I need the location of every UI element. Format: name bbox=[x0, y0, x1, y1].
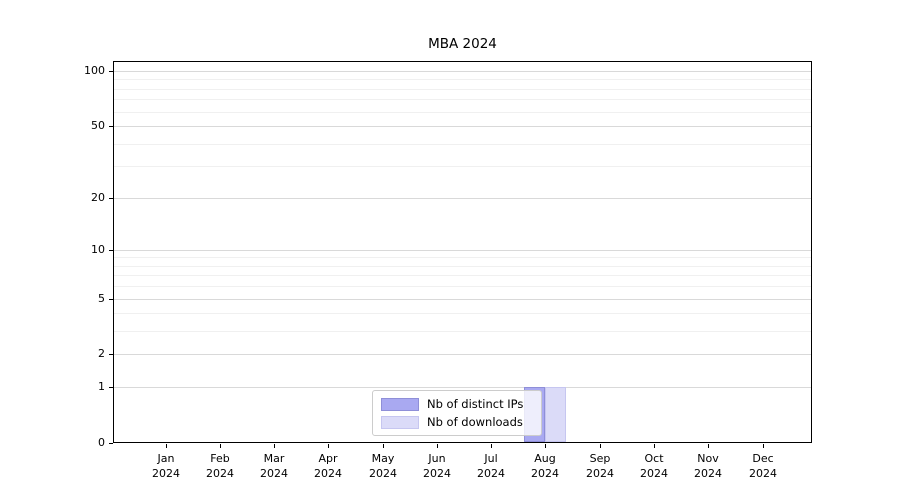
gridline-major bbox=[114, 71, 811, 72]
x-tick-mark bbox=[220, 444, 221, 448]
gridline-major bbox=[114, 299, 811, 300]
gridline-major bbox=[114, 126, 811, 127]
x-tick-label: Aug 2024 bbox=[531, 452, 559, 480]
gridline-minor bbox=[114, 99, 811, 100]
gridline-minor bbox=[114, 79, 811, 80]
y-tick-mark bbox=[109, 250, 113, 251]
x-tick-mark bbox=[763, 444, 764, 448]
gridline-major bbox=[114, 354, 811, 355]
gridline-minor bbox=[114, 275, 811, 276]
y-tick-mark bbox=[109, 71, 113, 72]
y-tick-mark bbox=[109, 354, 113, 355]
gridline-minor bbox=[114, 89, 811, 90]
legend-label: Nb of distinct IPs bbox=[427, 397, 524, 411]
x-tick-label: May 2024 bbox=[369, 452, 397, 480]
gridline-minor bbox=[114, 144, 811, 145]
x-tick-label: Feb 2024 bbox=[206, 452, 234, 480]
y-tick-label: 100 bbox=[84, 64, 105, 77]
y-tick-label: 0 bbox=[98, 436, 105, 449]
gridline-minor bbox=[114, 166, 811, 167]
y-tick-label: 10 bbox=[91, 243, 105, 256]
plot-frame bbox=[113, 61, 812, 443]
x-tick-label: Nov 2024 bbox=[694, 452, 722, 480]
x-tick-label: Mar 2024 bbox=[260, 452, 288, 480]
x-tick-label: Apr 2024 bbox=[314, 452, 342, 480]
y-tick-label: 5 bbox=[98, 292, 105, 305]
legend-entry: Nb of distinct IPs bbox=[381, 397, 533, 411]
x-tick-label: Sep 2024 bbox=[586, 452, 614, 480]
y-tick-mark bbox=[109, 443, 113, 444]
gridline-major bbox=[114, 198, 811, 199]
y-tick-mark bbox=[109, 299, 113, 300]
gridline-minor bbox=[114, 331, 811, 332]
y-tick-mark bbox=[109, 198, 113, 199]
x-tick-label: Dec 2024 bbox=[749, 452, 777, 480]
gridline-minor bbox=[114, 112, 811, 113]
legend: Nb of distinct IPs Nb of downloads bbox=[372, 390, 542, 436]
gridline-minor bbox=[114, 266, 811, 267]
gridline-minor bbox=[114, 313, 811, 314]
x-tick-label: Jun 2024 bbox=[423, 452, 451, 480]
y-tick-label: 20 bbox=[91, 191, 105, 204]
x-tick-mark bbox=[708, 444, 709, 448]
x-tick-mark bbox=[545, 444, 546, 448]
x-tick-label: Oct 2024 bbox=[640, 452, 668, 480]
y-tick-mark bbox=[109, 387, 113, 388]
x-tick-mark bbox=[166, 444, 167, 448]
x-tick-mark bbox=[274, 444, 275, 448]
legend-entry: Nb of downloads bbox=[381, 415, 533, 429]
gridline-minor bbox=[114, 257, 811, 258]
y-tick-label: 50 bbox=[91, 119, 105, 132]
y-tick-mark bbox=[109, 126, 113, 127]
chart-title: MBA 2024 bbox=[428, 36, 497, 52]
x-tick-mark bbox=[600, 444, 601, 448]
legend-swatch-downloads bbox=[381, 415, 419, 429]
legend-label: Nb of downloads bbox=[427, 415, 523, 429]
gridline-major bbox=[114, 250, 811, 251]
x-tick-mark bbox=[383, 444, 384, 448]
bar-downloads bbox=[545, 387, 566, 442]
gridline-minor bbox=[114, 286, 811, 287]
y-tick-label: 1 bbox=[98, 380, 105, 393]
legend-swatch-distinct-ips bbox=[381, 397, 419, 411]
x-tick-mark bbox=[491, 444, 492, 448]
x-tick-mark bbox=[328, 444, 329, 448]
x-tick-label: Jan 2024 bbox=[152, 452, 180, 480]
x-tick-label: Jul 2024 bbox=[477, 452, 505, 480]
gridline-major bbox=[114, 387, 811, 388]
x-tick-mark bbox=[654, 444, 655, 448]
x-tick-mark bbox=[437, 444, 438, 448]
y-tick-label: 2 bbox=[98, 347, 105, 360]
